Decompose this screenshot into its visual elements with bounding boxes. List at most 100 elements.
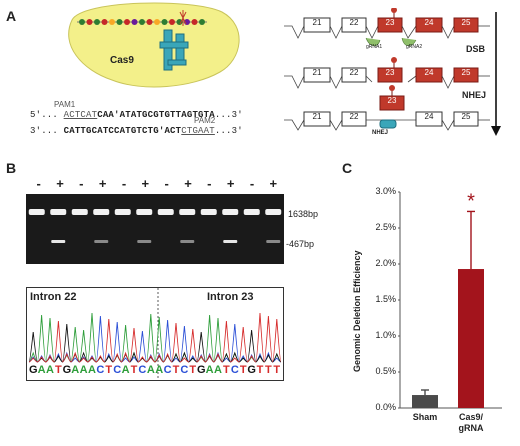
exon-label: 22 xyxy=(349,68,359,77)
y-tick-label: 1.0% xyxy=(375,330,396,340)
dna-bead xyxy=(146,19,153,25)
gel-band-upper xyxy=(50,209,67,215)
lane-sign: - xyxy=(36,176,41,191)
y-tick-label: 2.0% xyxy=(375,258,396,268)
x-axis-labels: Sham Cas9/gRNA xyxy=(398,412,508,442)
sequence-base: A xyxy=(71,364,80,376)
gel-band-upper xyxy=(136,209,153,215)
lane-sign: + xyxy=(56,176,64,191)
lane-sign: + xyxy=(226,176,235,191)
sequence-base: G xyxy=(29,364,38,376)
exon-label: 23 xyxy=(385,68,395,77)
sequence-base: T xyxy=(239,364,247,376)
band-label-1638: 1638bp xyxy=(288,209,319,219)
sequence-base: G xyxy=(247,364,256,376)
exon-label: 21 xyxy=(312,68,322,77)
y-tick-label: 2.5% xyxy=(375,222,396,232)
sequence-base: T xyxy=(189,364,197,376)
panel-b-letter: B xyxy=(6,160,17,176)
dna-bead xyxy=(176,19,183,25)
sequence-base: A xyxy=(214,364,222,376)
sequence-base: C xyxy=(230,364,239,376)
bar-0 xyxy=(412,395,438,408)
x-tick-label: Sham xyxy=(412,412,438,422)
gel-band-upper xyxy=(265,209,282,215)
dna-bead xyxy=(94,19,100,25)
dna-bead xyxy=(199,19,205,25)
down-arrow-icon xyxy=(491,12,501,136)
sequence-base: T xyxy=(273,364,281,376)
gel-band-upper xyxy=(93,209,110,215)
dsb-label: DSB xyxy=(466,44,486,54)
gel-band-upper xyxy=(71,209,88,215)
lane-sign: - xyxy=(164,176,169,191)
exon-label: 24 xyxy=(424,18,434,27)
dna-bead xyxy=(109,19,115,25)
gel-band-lower xyxy=(180,240,195,243)
exon-label: 24 xyxy=(424,112,434,121)
gel-band-upper xyxy=(243,209,260,215)
sequence-base: A xyxy=(155,364,164,376)
bar-1 xyxy=(458,269,484,408)
lane-sign: + xyxy=(98,176,107,191)
dna-bead xyxy=(131,19,138,25)
sequence-base: G xyxy=(197,364,206,376)
dna-bead xyxy=(124,19,130,25)
gel-band-upper xyxy=(28,209,45,215)
sequence-base: T xyxy=(265,364,272,376)
gel-band-upper xyxy=(114,209,131,215)
y-tick-label: 0.5% xyxy=(375,366,396,376)
sequence-bottom: 3'... CATTGCATCCATGTCTG'ACTCTGAAT...3' xyxy=(30,126,243,136)
sequence-base: C xyxy=(163,364,172,376)
exon-label: 23 xyxy=(387,96,397,105)
exon-diagram xyxy=(284,8,501,136)
dna-bead xyxy=(139,19,145,25)
intron-22-label: Intron 22 xyxy=(30,291,77,303)
exon-label: 24 xyxy=(424,68,434,77)
exon-label: 23 xyxy=(385,18,395,27)
grna1-label: gRNA1 xyxy=(366,44,383,50)
pam1-label: PAM1 xyxy=(54,100,76,109)
dna-bead xyxy=(154,19,160,25)
sequence-base: A xyxy=(205,364,214,376)
gel-band-upper xyxy=(200,209,217,215)
lane-sign: - xyxy=(121,176,127,191)
sequence-base: C xyxy=(138,364,147,376)
y-tick-label: 3.0% xyxy=(375,186,396,196)
lane-sign: + xyxy=(141,176,150,191)
dna-bead xyxy=(79,19,85,25)
dna-bead xyxy=(191,19,198,25)
pam2-label: PAM2 xyxy=(194,116,216,125)
exon-row-wildtype xyxy=(284,8,490,47)
nhej-label: NHEJ xyxy=(462,90,487,100)
exon-label: 25 xyxy=(461,18,471,27)
x-tick-label: Cas9/gRNA xyxy=(458,412,484,433)
dna-bead xyxy=(101,19,108,25)
sequence-base: A xyxy=(146,364,155,376)
exon-label: 25 xyxy=(461,68,471,77)
lane-signs: - + - + - + - + - + - + xyxy=(28,176,284,192)
y-tick-label: 1.5% xyxy=(375,294,396,304)
sequence-top: 5'... ACTCATCAA'ATATGCGTGTTAGTGTA...3' xyxy=(30,110,243,120)
significance-star: * xyxy=(467,190,475,212)
sequence-base: T xyxy=(172,364,180,376)
y-tick-label: 0.0% xyxy=(375,402,396,412)
sequence-base: A xyxy=(46,364,54,376)
exon-label: 22 xyxy=(349,112,359,121)
exon-label: 25 xyxy=(461,112,471,121)
dna-bead xyxy=(169,19,175,25)
dna-helix-icon xyxy=(77,19,207,25)
cas9-label: Cas9 xyxy=(110,55,134,66)
sequence-base: G xyxy=(62,364,72,376)
exon-label: 22 xyxy=(349,18,359,27)
sequence-base: A xyxy=(88,364,96,376)
cas9-diagram xyxy=(68,2,240,88)
gel-band-upper xyxy=(179,209,196,215)
gel-band-lower xyxy=(266,240,281,243)
sequence-base: C xyxy=(113,364,122,376)
dna-bead xyxy=(86,19,93,25)
exon-row-nhej xyxy=(284,85,490,131)
sequence-base: C xyxy=(180,364,189,376)
